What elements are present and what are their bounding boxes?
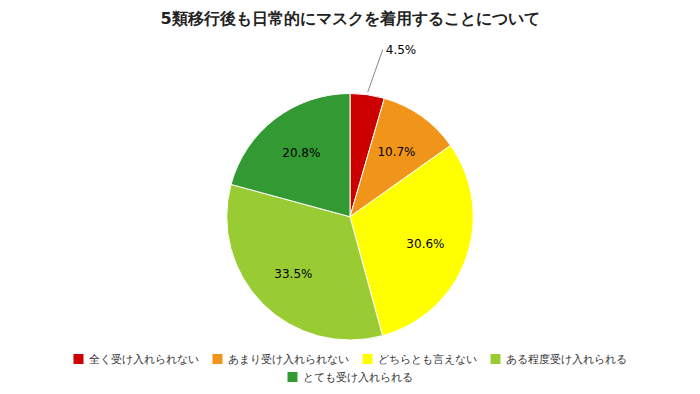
legend-item: とても受け入れられる — [288, 371, 413, 384]
legend-label: とても受け入れられる — [303, 371, 413, 384]
legend-swatch — [74, 354, 84, 364]
data-label: 10.7% — [377, 145, 415, 159]
legend-swatch — [213, 354, 223, 364]
leader-line — [368, 49, 383, 92]
data-labels: 4.5% 10.7% 30.6% 33.5% 20.8% — [274, 43, 444, 281]
legend-label: あまり受け入れられない — [228, 353, 349, 366]
data-label: 20.8% — [282, 146, 320, 160]
slice — [227, 184, 383, 340]
slices — [227, 93, 474, 340]
legend-swatch — [363, 354, 373, 364]
legend-label: どちらとも言えない — [378, 353, 477, 366]
data-label: 4.5% — [386, 43, 417, 57]
slice — [231, 93, 350, 216]
legend-item: 全く受け入れられない — [74, 353, 199, 366]
legend-item: あまり受け入れられない — [213, 353, 349, 366]
legend: 全く受け入れられない あまり受け入れられない どちらとも言えない ある程度受け入れられ… — [74, 353, 627, 384]
data-label: 33.5% — [274, 267, 312, 281]
chart: 5類移行後も日常的にマスクを着用することについて全く受け入れられない あまり受け入… — [0, 0, 700, 394]
legend-item: どちらとも言えない — [363, 353, 477, 366]
legend-item: ある程度受け入れられる — [491, 353, 627, 366]
title: 5類移行後も日常的にマスクを着用することについて — [160, 9, 539, 28]
data-label: 30.6% — [406, 237, 444, 251]
pie: 4.5% 10.7% 30.6% 33.5% 20.8% — [227, 43, 474, 340]
legend-swatch — [288, 372, 298, 382]
legend-label: ある程度受け入れられる — [506, 353, 627, 366]
legend-swatch — [491, 354, 501, 364]
legend-label: 全く受け入れられない — [89, 353, 199, 366]
